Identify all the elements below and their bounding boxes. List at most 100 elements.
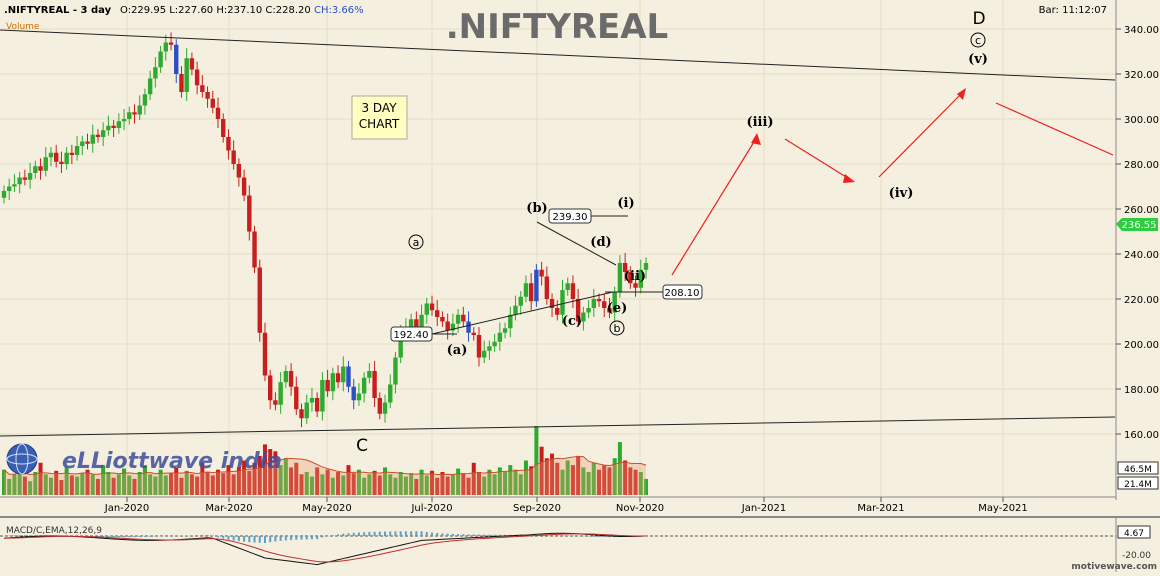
- candle-body: [147, 78, 153, 95]
- wave-label-D: D: [972, 9, 985, 29]
- candle-body: [299, 409, 304, 419]
- volume-bar: [85, 469, 90, 495]
- candle-body: [523, 283, 529, 297]
- volume-bar: [461, 473, 466, 495]
- volume-bar: [80, 473, 85, 495]
- candle-body: [262, 332, 268, 376]
- volume-bar: [424, 475, 429, 495]
- watermark-logo: eLLiottwave india: [6, 443, 282, 475]
- candle-body: [633, 283, 638, 288]
- candle-body: [127, 112, 132, 119]
- candle-body: [184, 58, 189, 92]
- wave-label-iii: (iii): [746, 115, 773, 130]
- candle-body: [27, 173, 33, 180]
- volume-bar: [330, 477, 335, 495]
- candle-body: [440, 317, 445, 322]
- candle-body: [560, 290, 565, 315]
- volume-bar: [612, 458, 617, 495]
- forecast-arrows: [671, 88, 1114, 276]
- y-tick-label: 200.00: [1124, 340, 1159, 351]
- volume-bar: [539, 446, 544, 495]
- candle-body: [346, 366, 351, 387]
- bar-time: Bar: 11:12:07: [1039, 5, 1107, 16]
- volume-bar: [492, 474, 497, 495]
- y-tick-label: 180.00: [1124, 385, 1159, 396]
- volume-bar: [586, 472, 591, 495]
- volume-bar: [560, 469, 565, 495]
- volume-bar: [205, 472, 210, 495]
- candle-body: [476, 335, 482, 358]
- volume-bar: [487, 469, 492, 495]
- candle-body: [565, 283, 570, 290]
- price-label-208: 208.10: [662, 284, 703, 300]
- volume-bar: [184, 470, 189, 495]
- candle-body: [194, 69, 200, 86]
- candle-body: [95, 134, 101, 137]
- chart-title: .NIFTYREAL: [446, 7, 668, 47]
- volume-bar: [414, 478, 419, 495]
- volume-bars: [2, 426, 648, 495]
- arrow-head-iv: [843, 174, 855, 183]
- candle-body: [267, 375, 273, 401]
- candle-body: [602, 301, 607, 308]
- volume-bar: [90, 474, 95, 495]
- candle-body: [393, 357, 398, 385]
- volume-bar: [33, 472, 38, 495]
- volume-bar: [22, 476, 27, 495]
- candle-body: [445, 321, 450, 331]
- candle-body: [555, 308, 560, 315]
- volume-bar: [54, 470, 59, 495]
- last-price-label: 236.55: [1116, 218, 1158, 231]
- candle-body: [247, 195, 252, 232]
- candle-body: [304, 402, 309, 419]
- candle-body: [351, 386, 356, 401]
- volume-bar: [597, 469, 602, 495]
- wave-label-c: (c): [562, 314, 582, 329]
- candle-body: [502, 328, 508, 333]
- volume-bar: [409, 473, 414, 495]
- symbol-label: .NIFTYREAL - 3 day: [4, 5, 112, 16]
- candle-body: [314, 398, 320, 412]
- volume-bar: [200, 462, 205, 495]
- volume-bar: [137, 472, 142, 495]
- arrow-to-iv: [784, 138, 852, 181]
- candle-body: [424, 303, 429, 315]
- candle-body: [22, 177, 28, 180]
- volume-bar: [142, 466, 147, 495]
- volume-average-line: [3, 455, 647, 476]
- wave-labels: D c (v) (iii) (iv) (b) (i) (d) a (ii) (e…: [356, 9, 988, 456]
- svg-text:239.30: 239.30: [553, 212, 588, 223]
- candle-body: [429, 303, 435, 311]
- y-tick-label: 300.00: [1124, 115, 1159, 126]
- volume-bar: [247, 470, 252, 495]
- candle-body: [628, 272, 633, 284]
- candle-body: [273, 400, 278, 405]
- candle-body: [252, 231, 257, 268]
- candle-body: [341, 366, 346, 383]
- candle-body: [372, 371, 377, 398]
- volume-bar: [122, 468, 127, 495]
- candle-body: [278, 382, 283, 405]
- candle-body: [539, 269, 544, 277]
- volume-bar: [607, 467, 612, 495]
- candle-body: [435, 310, 440, 317]
- volume-bar: [111, 477, 116, 495]
- volume-bar: [273, 451, 278, 495]
- volume-bar: [127, 475, 132, 495]
- volume-bar: [7, 478, 12, 495]
- volume-bar: [450, 474, 455, 495]
- volume-label: Volume: [6, 22, 40, 32]
- wave-label-d: (d): [590, 235, 611, 250]
- wave-label-i: (i): [617, 196, 634, 211]
- svg-text:-20.00: -20.00: [1122, 551, 1151, 561]
- candle-body: [158, 51, 163, 68]
- volume-bar: [544, 458, 549, 495]
- candle-body: [309, 398, 315, 403]
- volume-bar: [153, 476, 158, 495]
- wave-label-iv: (iv): [889, 186, 914, 201]
- candle-body: [43, 157, 48, 171]
- candle-body: [12, 184, 17, 187]
- wave-label-v: (v): [968, 52, 988, 67]
- volume-bar: [476, 472, 481, 495]
